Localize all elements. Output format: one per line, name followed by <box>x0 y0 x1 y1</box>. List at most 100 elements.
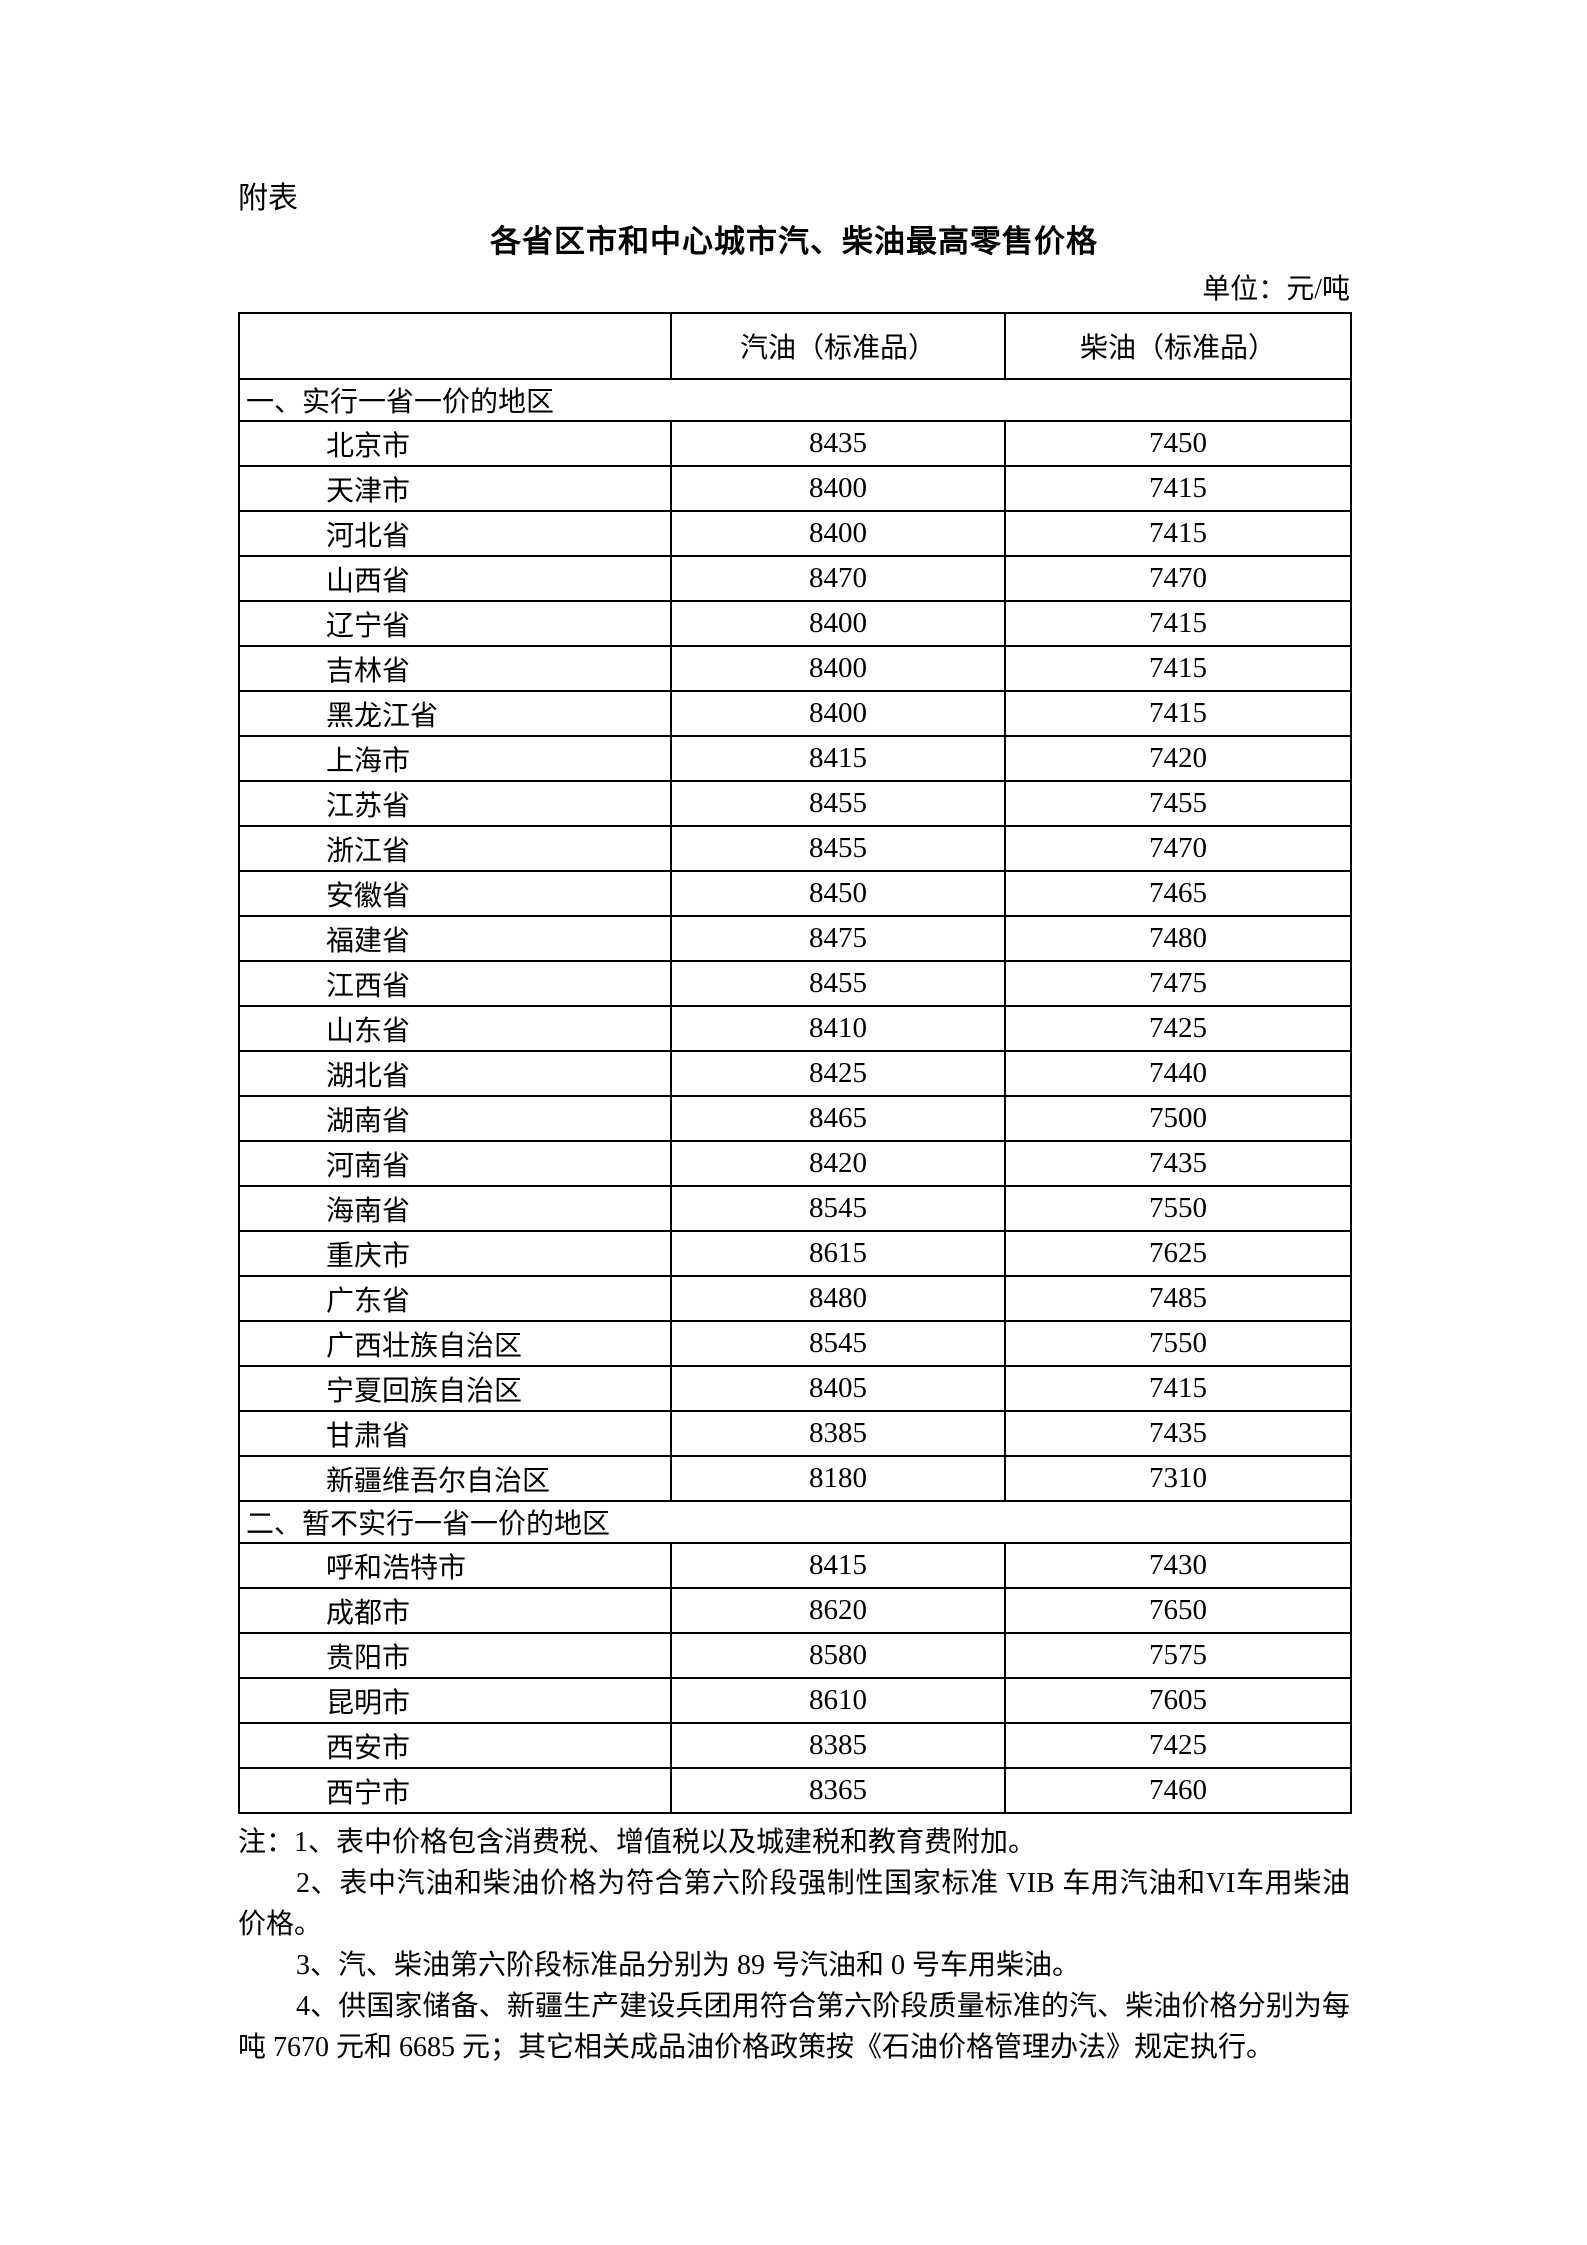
price-row: 吉林省 8400 7415 <box>238 645 1352 692</box>
price-row: 福建省 8475 7480 <box>238 915 1352 962</box>
region-cell: 福建省 <box>238 915 672 962</box>
diesel-price-cell: 7470 <box>1004 825 1352 872</box>
price-row: 黑龙江省 8400 7415 <box>238 690 1352 737</box>
price-row: 河南省 8420 7435 <box>238 1140 1352 1187</box>
price-row: 浙江省 8455 7470 <box>238 825 1352 872</box>
gasoline-price-cell: 8480 <box>670 1275 1006 1322</box>
diesel-price-cell: 7480 <box>1004 915 1352 962</box>
diesel-column-header: 柴油（标准品） <box>1004 312 1352 380</box>
diesel-price-cell: 7440 <box>1004 1050 1352 1097</box>
region-cell: 成都市 <box>238 1587 672 1634</box>
region-cell: 河南省 <box>238 1140 672 1187</box>
gasoline-price-cell: 8475 <box>670 915 1006 962</box>
gasoline-price-cell: 8400 <box>670 510 1006 557</box>
note-4: 4、供国家储备、新疆生产建设兵团用符合第六阶段质量标准的汽、柴油价格分别为每吨 … <box>238 1991 1350 2063</box>
region-cell: 天津市 <box>238 465 672 512</box>
price-row: 成都市 8620 7650 <box>238 1587 1352 1634</box>
gasoline-price-cell: 8410 <box>670 1005 1006 1052</box>
region-cell: 重庆市 <box>238 1230 672 1277</box>
diesel-price-cell: 7465 <box>1004 870 1352 917</box>
diesel-price-cell: 7500 <box>1004 1095 1352 1142</box>
price-row: 山西省 8470 7470 <box>238 555 1352 602</box>
price-row: 山东省 8410 7425 <box>238 1005 1352 1052</box>
region-cell: 辽宁省 <box>238 600 672 647</box>
region-cell: 安徽省 <box>238 870 672 917</box>
region-cell: 山东省 <box>238 1005 672 1052</box>
gasoline-price-cell: 8620 <box>670 1587 1006 1634</box>
diesel-price-cell: 7450 <box>1004 420 1352 467</box>
section-header-cell: 一、实行一省一价的地区 <box>238 378 1352 422</box>
price-table: 汽油（标准品） 柴油（标准品） 一、实行一省一价的地区 北京市 8435 7450 天津… <box>238 312 1352 1814</box>
note-1: 注：1、表中价格包含消费税、增值税以及城建税和教育费附加。 <box>238 1827 1037 1858</box>
diesel-price-cell: 7430 <box>1004 1542 1352 1589</box>
diesel-price-cell: 7425 <box>1004 1722 1352 1769</box>
region-cell: 浙江省 <box>238 825 672 872</box>
page-title: 各省区市和中心城市汽、柴油最高零售价格 <box>490 224 1098 259</box>
gasoline-price-cell: 8415 <box>670 735 1006 782</box>
price-row: 呼和浩特市 8415 7430 <box>238 1542 1352 1589</box>
region-cell: 甘肃省 <box>238 1410 672 1457</box>
gasoline-column-header: 汽油（标准品） <box>670 312 1006 380</box>
gasoline-price-cell: 8385 <box>670 1410 1006 1457</box>
gasoline-price-cell: 8365 <box>670 1767 1006 1814</box>
diesel-price-cell: 7550 <box>1004 1320 1352 1367</box>
diesel-price-cell: 7625 <box>1004 1230 1352 1277</box>
region-cell: 湖南省 <box>238 1095 672 1142</box>
gasoline-price-cell: 8400 <box>670 465 1006 512</box>
diesel-price-cell: 7415 <box>1004 690 1352 737</box>
gasoline-price-cell: 8455 <box>670 960 1006 1007</box>
diesel-price-cell: 7605 <box>1004 1677 1352 1724</box>
price-row: 新疆维吾尔自治区 8180 7310 <box>238 1455 1352 1502</box>
note-3: 3、汽、柴油第六阶段标准品分别为 89 号汽油和 0 号车用柴油。 <box>296 1950 1081 1981</box>
diesel-price-cell: 7415 <box>1004 510 1352 557</box>
gasoline-price-cell: 8400 <box>670 600 1006 647</box>
price-row: 西安市 8385 7425 <box>238 1722 1352 1769</box>
gasoline-price-cell: 8415 <box>670 1542 1006 1589</box>
price-row: 宁夏回族自治区 8405 7415 <box>238 1365 1352 1412</box>
diesel-price-cell: 7550 <box>1004 1185 1352 1232</box>
section-header-cell: 二、暂不实行一省一价的地区 <box>238 1500 1352 1544</box>
gasoline-price-cell: 8435 <box>670 420 1006 467</box>
region-cell: 西安市 <box>238 1722 672 1769</box>
diesel-price-cell: 7425 <box>1004 1005 1352 1052</box>
gasoline-price-cell: 8580 <box>670 1632 1006 1679</box>
region-column-header <box>238 312 672 380</box>
gasoline-price-cell: 8610 <box>670 1677 1006 1724</box>
gasoline-price-cell: 8615 <box>670 1230 1006 1277</box>
gasoline-price-cell: 8180 <box>670 1455 1006 1502</box>
price-row: 广西壮族自治区 8545 7550 <box>238 1320 1352 1367</box>
region-cell: 上海市 <box>238 735 672 782</box>
diesel-price-cell: 7415 <box>1004 1365 1352 1412</box>
region-cell: 山西省 <box>238 555 672 602</box>
diesel-price-cell: 7455 <box>1004 780 1352 827</box>
note-2: 2、表中汽油和柴油价格为符合第六阶段强制性国家标准 VIB 车用汽油和VI车用柴… <box>238 1868 1350 1940</box>
region-cell: 昆明市 <box>238 1677 672 1724</box>
price-row: 甘肃省 8385 7435 <box>238 1410 1352 1457</box>
price-row: 湖北省 8425 7440 <box>238 1050 1352 1097</box>
gasoline-price-cell: 8450 <box>670 870 1006 917</box>
region-cell: 新疆维吾尔自治区 <box>238 1455 672 1502</box>
price-row: 北京市 8435 7450 <box>238 420 1352 467</box>
region-cell: 广西壮族自治区 <box>238 1320 672 1367</box>
price-row: 贵阳市 8580 7575 <box>238 1632 1352 1679</box>
notes-block: 注：1、表中价格包含消费税、增值税以及城建税和教育费附加。 2、表中汽油和柴油价… <box>238 1822 1350 2068</box>
diesel-price-cell: 7310 <box>1004 1455 1352 1502</box>
diesel-price-cell: 7415 <box>1004 465 1352 512</box>
price-row: 重庆市 8615 7625 <box>238 1230 1352 1277</box>
price-row: 湖南省 8465 7500 <box>238 1095 1352 1142</box>
region-cell: 西宁市 <box>238 1767 672 1814</box>
diesel-price-cell: 7460 <box>1004 1767 1352 1814</box>
diesel-price-cell: 7420 <box>1004 735 1352 782</box>
region-cell: 海南省 <box>238 1185 672 1232</box>
price-row: 江苏省 8455 7455 <box>238 780 1352 827</box>
price-row: 天津市 8400 7415 <box>238 465 1352 512</box>
price-row: 上海市 8415 7420 <box>238 735 1352 782</box>
gasoline-price-cell: 8470 <box>670 555 1006 602</box>
region-cell: 呼和浩特市 <box>238 1542 672 1589</box>
price-row: 昆明市 8610 7605 <box>238 1677 1352 1724</box>
gasoline-price-cell: 8425 <box>670 1050 1006 1097</box>
gasoline-price-cell: 8405 <box>670 1365 1006 1412</box>
diesel-price-cell: 7415 <box>1004 600 1352 647</box>
price-row: 海南省 8545 7550 <box>238 1185 1352 1232</box>
section-header-row: 二、暂不实行一省一价的地区 <box>238 1500 1352 1544</box>
